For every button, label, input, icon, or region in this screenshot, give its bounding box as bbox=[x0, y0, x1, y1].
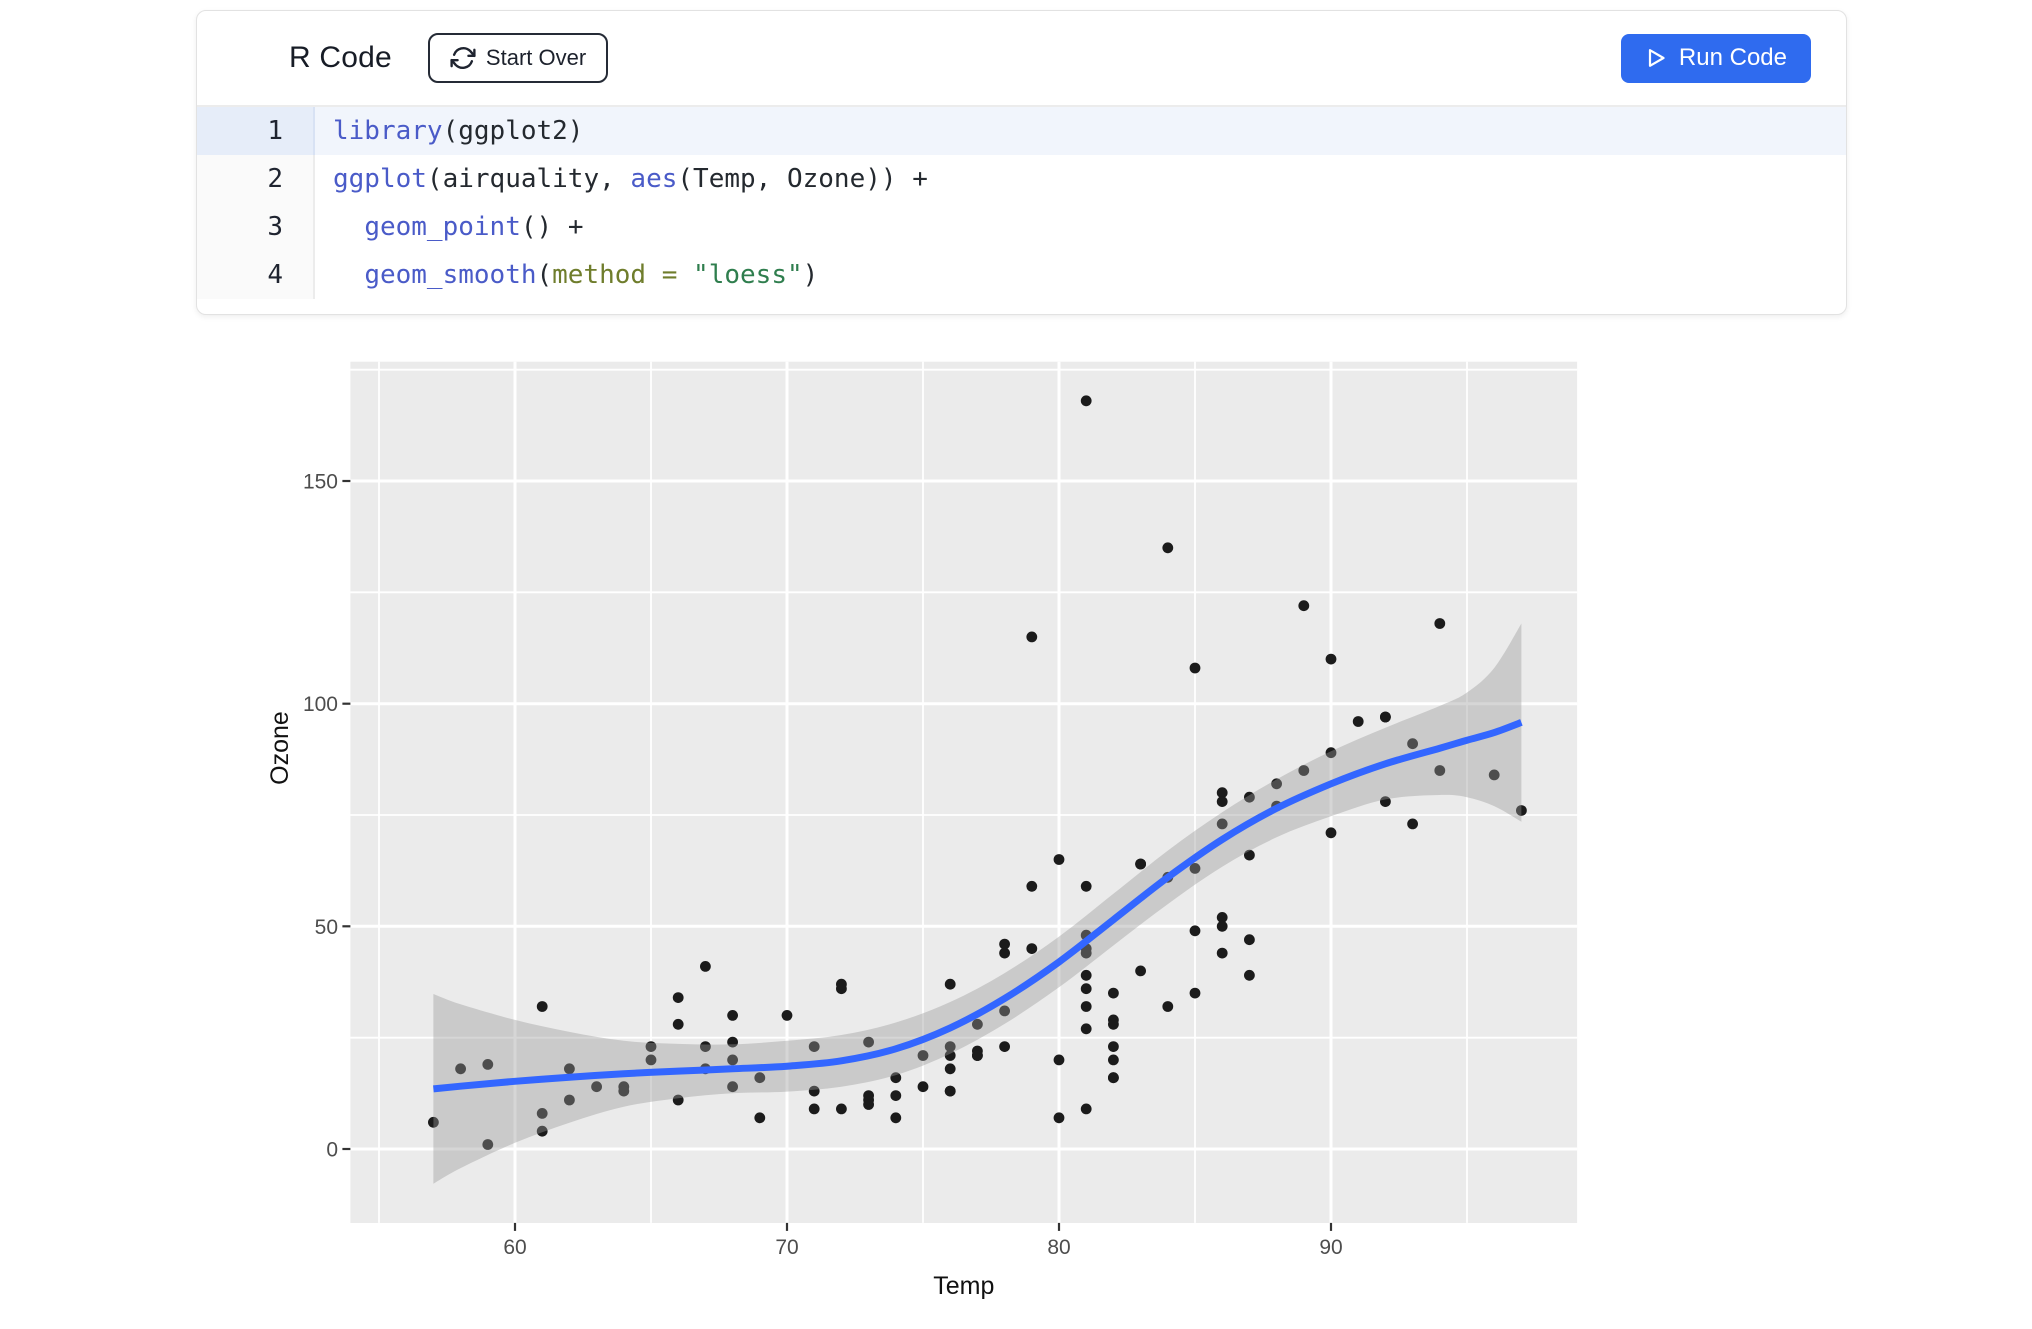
start-over-button[interactable]: Start Over bbox=[427, 33, 609, 83]
axis-ticks bbox=[342, 479, 1333, 1231]
code-card-header: R Code Start Over bbox=[197, 11, 1846, 107]
code-line-1[interactable]: 1 library(ggplot2) bbox=[197, 107, 1846, 155]
scatter-plot: 60 70 80 90 0 50 100 150 Temp Ozone bbox=[266, 361, 1578, 1300]
loess-line bbox=[433, 719, 1523, 1093]
line-number: 4 bbox=[197, 251, 315, 299]
start-over-label: Start Over bbox=[485, 45, 587, 70]
code-line-text: geom_point() + bbox=[364, 212, 584, 242]
grid-minor bbox=[350, 361, 1578, 1223]
svg-text:150: 150 bbox=[303, 471, 338, 494]
x-tick-labels: 60 70 80 90 bbox=[503, 1236, 1342, 1259]
data-points bbox=[428, 395, 1527, 1150]
svg-text:80: 80 bbox=[1047, 1236, 1070, 1259]
r-code-card: R Code Start Over bbox=[196, 10, 1847, 315]
run-code-label: Run Code bbox=[1678, 44, 1787, 71]
code-line-text: ggplot(airquality, aes(Temp, Ozone)) + bbox=[333, 164, 928, 194]
code-editor[interactable]: 1 library(ggplot2) 2 ggplot(airquality, aes… bbox=[197, 107, 1846, 299]
svg-text:70: 70 bbox=[775, 1236, 798, 1259]
svg-text:60: 60 bbox=[503, 1236, 526, 1259]
line-number: 2 bbox=[197, 155, 315, 203]
y-tick-labels: 0 50 100 150 bbox=[303, 471, 338, 1162]
code-line-3[interactable]: 3 geom_point() + bbox=[197, 203, 1846, 251]
x-axis-title: Temp bbox=[933, 1272, 994, 1300]
svg-text:100: 100 bbox=[303, 693, 338, 716]
code-line-4[interactable]: 4 geom_smooth(method = "loess") bbox=[197, 251, 1846, 299]
ggplot-output: 60 70 80 90 0 50 100 150 Temp Ozone bbox=[230, 270, 1620, 1329]
grid-major bbox=[350, 361, 1578, 1223]
play-icon bbox=[1645, 46, 1667, 70]
confidence-band bbox=[433, 623, 1522, 1184]
svg-text:50: 50 bbox=[315, 916, 338, 939]
svg-text:90: 90 bbox=[1319, 1236, 1342, 1259]
code-line-text: library(ggplot2) bbox=[315, 107, 1846, 155]
line-number: 3 bbox=[197, 203, 315, 251]
run-code-button[interactable]: Run Code bbox=[1620, 33, 1811, 83]
refresh-icon bbox=[450, 45, 476, 71]
line-number: 1 bbox=[197, 107, 315, 155]
code-line-text: geom_smooth(method = "loess") bbox=[364, 260, 819, 290]
code-line-2[interactable]: 2 ggplot(airquality, aes(Temp, Ozone)) + bbox=[197, 155, 1846, 203]
svg-text:0: 0 bbox=[326, 1139, 338, 1162]
y-axis-title: Ozone bbox=[266, 711, 294, 785]
panel-title: R Code bbox=[289, 41, 392, 74]
